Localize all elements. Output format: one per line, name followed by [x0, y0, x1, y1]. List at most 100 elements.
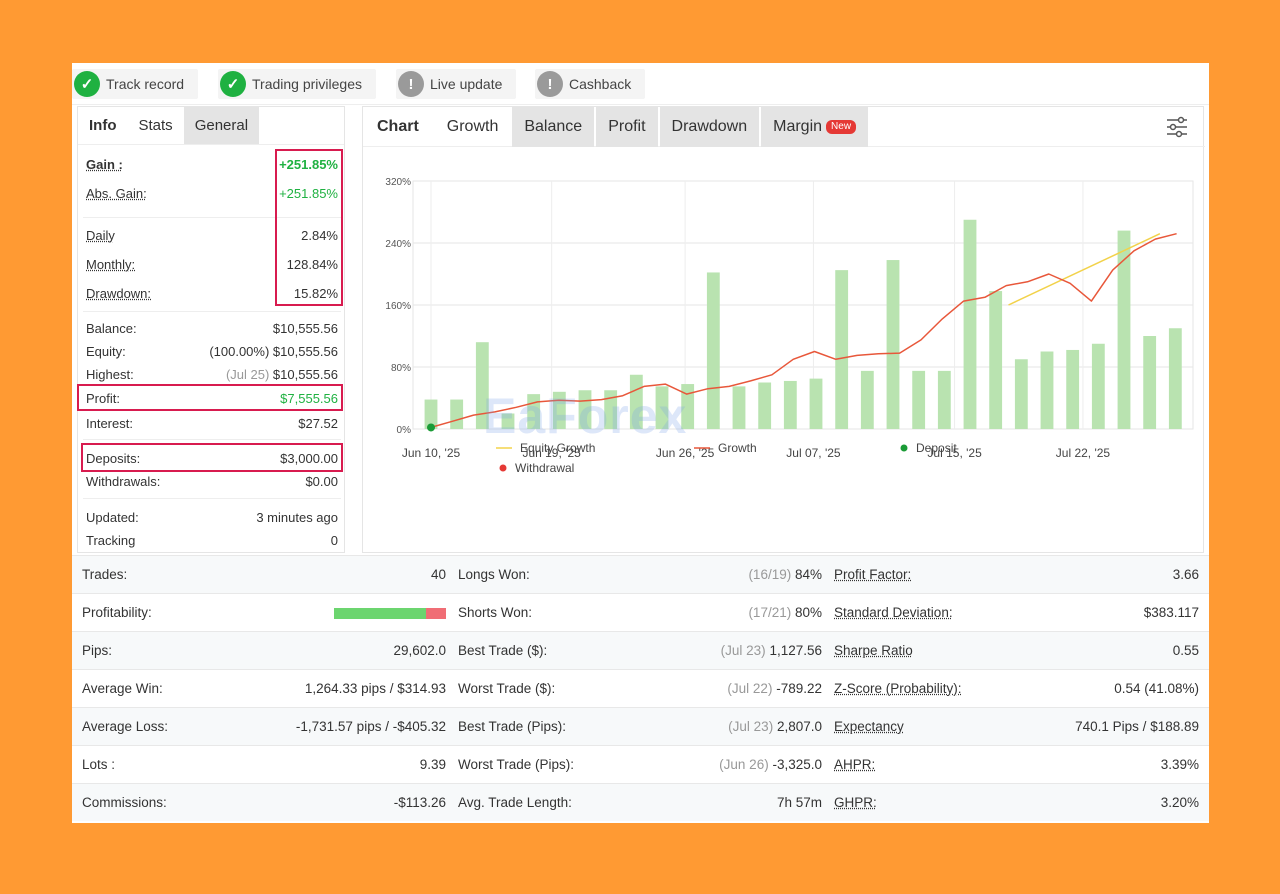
deposit-point	[427, 423, 435, 432]
y-tick-label: 80%	[391, 363, 411, 374]
monthly-label[interactable]: Monthly:	[86, 256, 136, 272]
stats-row: Commissions: -$113.26 Avg. Trade Length: 7h…	[72, 783, 1209, 821]
stat-label[interactable]: Expectancy	[834, 708, 904, 746]
highlight-box	[81, 443, 343, 472]
stat-label-text: Average Loss:	[82, 719, 169, 734]
tab-balance[interactable]: Balance	[512, 107, 595, 147]
stats-row: Trades: 40 Longs Won: (16/19) 84% Profit Fac…	[72, 555, 1209, 593]
growth-bar	[1091, 343, 1105, 429]
stat-label[interactable]: Standard Deviation:	[834, 594, 953, 632]
profit-row: Profit: $7,555.56	[78, 387, 346, 409]
legend-equity-growth[interactable]: Equity Growth	[496, 441, 595, 455]
tab-stats[interactable]: Stats	[138, 117, 173, 134]
legend-deposit[interactable]: Deposit	[900, 441, 957, 455]
stat-label-text: GHPR:	[834, 795, 877, 810]
abs-gain-label[interactable]: Abs. Gain:	[86, 185, 147, 201]
stat-label-text: Longs Won:	[458, 567, 530, 582]
stat-value-text: 0.55	[1172, 643, 1199, 658]
gain-label[interactable]: Gain :	[86, 156, 123, 172]
stat-label: Shorts Won:	[458, 594, 532, 632]
x-tick-label: Jul 07, '25	[786, 446, 841, 460]
stat-value: 9.39	[72, 746, 446, 784]
badge-cashback: ! Cashback	[535, 69, 646, 99]
growth-line	[430, 232, 1177, 429]
x-tick-label: Jun 26, '25	[656, 446, 715, 460]
stat-value-text: 9.39	[419, 757, 446, 772]
stat-value-text: 80%	[794, 605, 822, 620]
stat-value-text: -3,325.0	[772, 757, 822, 772]
stat-label-text: Sharpe Ratio	[834, 643, 913, 658]
growth-bar	[527, 394, 541, 429]
interest-label: Interest:	[86, 415, 133, 431]
stat-label: Longs Won:	[458, 556, 530, 594]
stat-label[interactable]: AHPR:	[834, 746, 875, 784]
growth-bar	[681, 384, 695, 429]
y-tick-label: 320%	[385, 177, 411, 188]
growth-bar	[1168, 328, 1182, 429]
stat-value: (Jul 23) 2,807.0	[458, 708, 822, 746]
badge-track-record: ✓ Track record	[72, 69, 199, 99]
divider	[83, 217, 341, 218]
badge-live-update: ! Live update	[396, 69, 517, 99]
legend-withdrawal[interactable]: Withdrawal	[499, 461, 574, 475]
stat-value: (17/21) 80%	[458, 594, 822, 632]
growth-bar	[475, 342, 489, 429]
tab-drawdown[interactable]: Drawdown	[659, 107, 760, 147]
stat-value: 3.39%	[834, 746, 1199, 784]
chart-card: Chart Growth Balance Profit Drawdown Mar…	[362, 106, 1205, 553]
tab-profit[interactable]: Profit	[596, 107, 658, 147]
stat-value-text: -789.22	[776, 681, 822, 696]
updated-label: Updated:	[86, 509, 139, 525]
stat-label: Worst Trade ($):	[458, 670, 555, 708]
badge-label: Trading privileges	[252, 76, 362, 92]
stat-label-text: Trades:	[82, 567, 128, 582]
stat-label: Lots :	[82, 746, 115, 784]
divider	[83, 498, 341, 499]
daily-label[interactable]: Daily	[86, 227, 115, 243]
exclamation-icon: !	[537, 71, 563, 97]
drawdown-row: Drawdown: 15.82%	[78, 282, 346, 304]
stat-label-text: Standard Deviation:	[834, 605, 953, 620]
deposits-label: Deposits:	[86, 450, 141, 466]
tab-growth[interactable]: Growth	[446, 118, 499, 135]
highlight-box	[275, 149, 343, 306]
stat-value: $383.117	[834, 594, 1199, 632]
tab-info[interactable]: Info	[89, 117, 117, 134]
stat-value-note: (17/21)	[748, 605, 795, 620]
monthly-value: 128.84%	[286, 256, 338, 272]
updated-row: Updated: 3 minutes ago	[78, 506, 346, 528]
new-badge: New	[826, 120, 857, 134]
stat-value-note: (Jul 23)	[728, 719, 777, 734]
gain-row: Gain : +251.85%	[78, 153, 346, 175]
gain-value: +251.85%	[279, 156, 338, 172]
stat-value-note: (Jul 23)	[720, 643, 770, 658]
tab-margin[interactable]: Margin New	[761, 107, 869, 147]
settings-sliders-icon[interactable]	[1165, 116, 1189, 138]
tab-general[interactable]: General	[183, 107, 260, 144]
stat-value: (Jul 22) -789.22	[458, 670, 822, 708]
stat-label[interactable]: GHPR:	[834, 784, 877, 822]
badge-label: Track record	[106, 76, 185, 92]
stat-value-text: 3.39%	[1160, 757, 1199, 772]
badge-label: Live update	[430, 76, 503, 92]
stat-label-text: Profitability:	[82, 605, 152, 620]
tracking-label: Tracking	[86, 532, 136, 548]
legend-growth[interactable]: Growth	[694, 441, 757, 455]
stat-label-text: Avg. Trade Length:	[458, 795, 572, 810]
stat-label-text: Lots :	[82, 757, 116, 772]
exclamation-icon: !	[398, 71, 424, 97]
stat-label[interactable]: Z-Score (Probability):	[834, 670, 962, 708]
stat-value-text: -1,731.57 pips / -$405.32	[295, 719, 446, 734]
stat-label[interactable]: Profit Factor:	[834, 556, 911, 594]
highest-row: Highest: (Jul 25) $10,555.56	[78, 363, 346, 385]
profitability-lost-bar	[426, 608, 446, 619]
growth-bar	[860, 370, 874, 429]
legend-dot-icon	[900, 444, 908, 452]
equity-label: Equity:	[86, 343, 126, 359]
drawdown-label[interactable]: Drawdown:	[86, 285, 152, 301]
stats-row: Pips: 29,602.0 Best Trade ($): (Jul 23) 1,1…	[72, 631, 1209, 669]
stat-label-text: Best Trade (Pips):	[458, 719, 567, 734]
stat-value-text: 1,264.33 pips / $314.93	[304, 681, 446, 696]
stat-label[interactable]: Sharpe Ratio	[834, 632, 913, 670]
deposits-row: Deposits: $3,000.00	[78, 447, 346, 469]
